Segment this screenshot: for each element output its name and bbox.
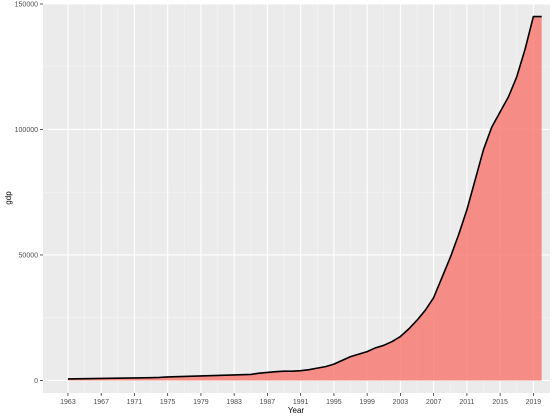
x-tick-label: 1967 bbox=[93, 399, 109, 406]
x-tick-label: 1983 bbox=[226, 399, 242, 406]
x-tick-label: 1963 bbox=[60, 399, 76, 406]
x-tick-label: 1987 bbox=[260, 399, 276, 406]
gdp-line bbox=[67, 15, 542, 380]
x-tick-label: 1971 bbox=[127, 399, 143, 406]
minor-grid bbox=[43, 4, 550, 393]
x-tick-label: 1999 bbox=[359, 399, 375, 406]
y-tick-label: 100000 bbox=[15, 127, 38, 134]
y-tick-label: 0 bbox=[34, 378, 38, 385]
x-axis-title: Year bbox=[288, 406, 305, 415]
x-tick-label: 2015 bbox=[492, 399, 508, 406]
x-tick-label: 2007 bbox=[426, 399, 442, 406]
x-tick-label: 1991 bbox=[293, 399, 309, 406]
y-axis-title: gdp bbox=[4, 191, 13, 205]
x-tick-label: 2011 bbox=[459, 399, 474, 406]
x-tick-label: 2003 bbox=[393, 399, 409, 406]
y-tick-label: 150000 bbox=[15, 2, 38, 9]
x-tick-label: 1979 bbox=[193, 399, 209, 406]
y-tick-label: 50000 bbox=[19, 252, 39, 259]
x-axis: 1963 1967 1971 1975 1979 1983 1987 1991 1995 1999… bbox=[60, 393, 541, 406]
x-tick-label: 1995 bbox=[326, 399, 342, 406]
x-tick-label: 1975 bbox=[160, 399, 176, 406]
y-axis: 0 50000 100000 150000 bbox=[15, 2, 43, 385]
gdp-area bbox=[67, 16, 542, 381]
x-tick-label: 2019 bbox=[526, 399, 542, 406]
